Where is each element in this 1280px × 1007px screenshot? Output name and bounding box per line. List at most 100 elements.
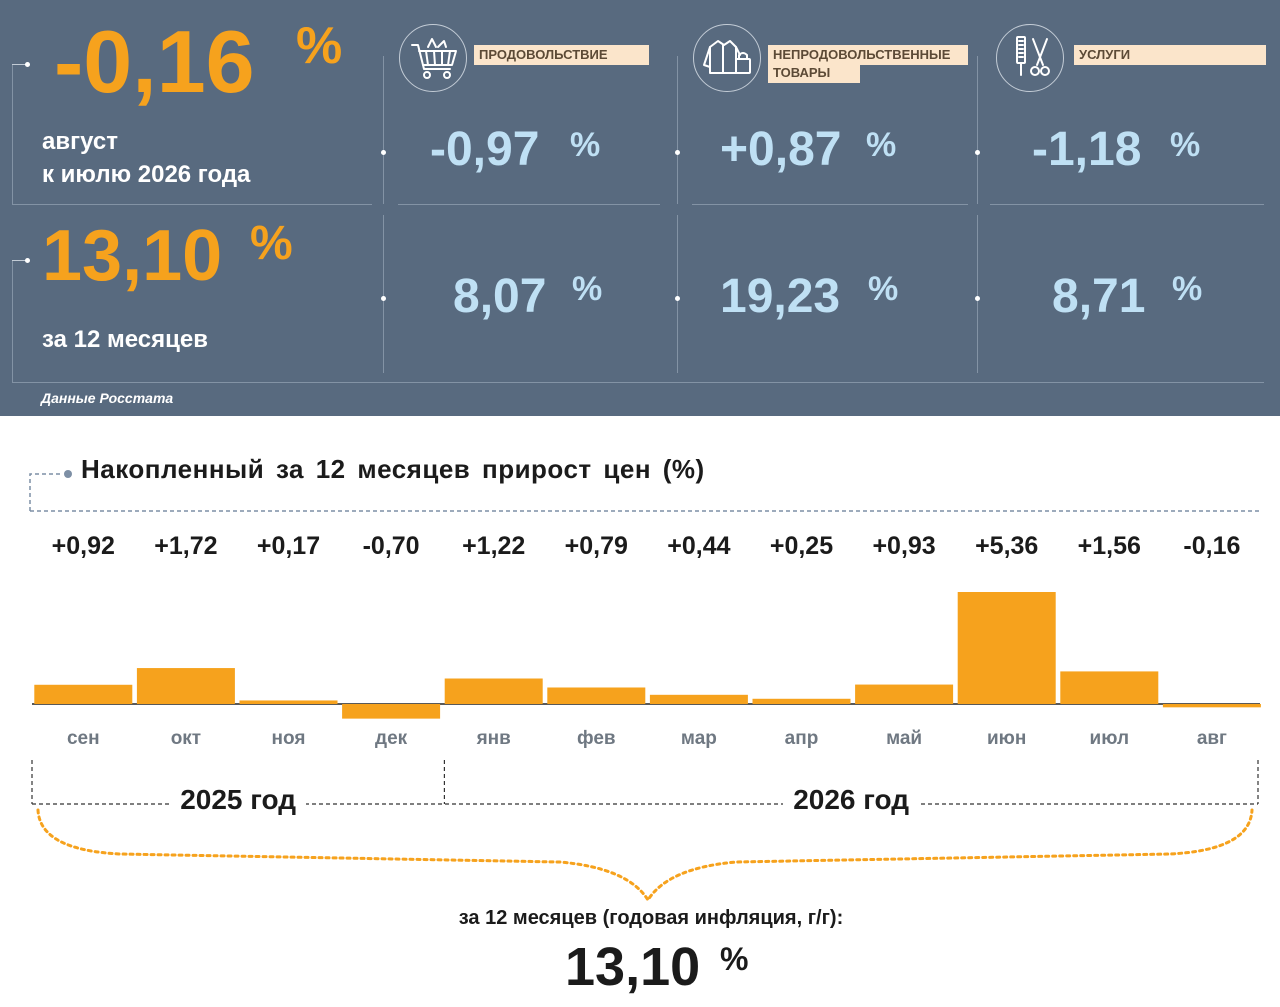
value-label-авг: -0,16: [1183, 532, 1240, 560]
bullet-dot: [381, 296, 386, 301]
category-label-line: ТОВАРЫ: [773, 65, 831, 80]
bar-мар: [649, 694, 748, 704]
bar-дек: [342, 704, 441, 719]
month-label-дек: дек: [375, 728, 408, 749]
annual-inflation-unit: %: [250, 217, 293, 270]
monthly-price-growth-chart: +0,92 +1,72 +0,17 -0,70 +1,22 +0,79 +0,44 +0,25…: [29, 470, 1262, 903]
bullet-dot: [975, 296, 980, 301]
column-separator: [677, 215, 678, 373]
bar-июл: [1060, 671, 1159, 704]
annual-brace: [36, 808, 1254, 903]
value-label-фев: +0,79: [565, 532, 628, 560]
shopping-cart-icon: [399, 24, 467, 92]
divider: [12, 204, 372, 205]
value-label-мар: +0,44: [667, 532, 730, 560]
bracket-tick: [12, 260, 26, 261]
services-annual-unit: %: [1172, 270, 1203, 308]
monthly-inflation-value: -0,16: [54, 12, 255, 111]
month-label-янв: янв: [476, 728, 511, 749]
year-label-2025: 2025 год: [170, 783, 307, 817]
monthly-caption-line1: август: [42, 128, 118, 155]
category-label-non-food-line2: ТОВАРЫ: [768, 63, 860, 83]
annual-inflation-caption: за 12 месяцев (годовая инфляция, г/г):: [458, 907, 844, 929]
column-separator: [977, 215, 978, 373]
value-labels-group: +0,92 +1,72 +0,17 -0,70 +1,22 +0,79 +0,44 +0,25…: [52, 532, 1241, 560]
month-label-ноя: ноя: [272, 728, 306, 749]
month-label-фев: фев: [577, 728, 616, 749]
title-bullet: [64, 470, 72, 478]
food-annual-unit: %: [572, 270, 603, 308]
bar-сен: [34, 684, 133, 704]
bar-апр: [752, 698, 851, 704]
month-label-авг: авг: [1197, 728, 1227, 749]
food-annual-value: 8,07: [453, 270, 547, 323]
value-label-ноя: +0,17: [257, 532, 320, 560]
bar-окт: [136, 668, 235, 704]
bar-фев: [547, 687, 646, 704]
month-label-июн: июн: [987, 728, 1026, 749]
month-label-мар: мар: [681, 728, 717, 749]
value-label-сен: +0,92: [52, 532, 115, 560]
divider: [990, 204, 1264, 205]
category-label-line: УСЛУГИ: [1079, 47, 1131, 62]
bracket-tick: [12, 64, 26, 65]
bullet-dot: [675, 296, 680, 301]
nonfood-annual-value: 19,23: [720, 270, 841, 323]
column-separator: [977, 56, 978, 204]
services-annual-value: 8,71: [1052, 270, 1146, 323]
food-monthly-unit: %: [570, 126, 601, 164]
bullet-dot: [675, 150, 680, 155]
category-label-non-food: НЕПРОДОВОЛЬСТВЕННЫЕ: [768, 45, 968, 65]
bullet-dot: [25, 258, 30, 263]
bar-июн: [957, 592, 1056, 704]
source-note: Данные Росстата: [41, 390, 174, 406]
monthly-inflation-unit: %: [296, 17, 343, 75]
category-label-line: ПРОДОВОЛЬСТВИЕ: [479, 47, 608, 62]
value-label-июл: +1,56: [1078, 532, 1141, 560]
bar-авг: [1162, 704, 1261, 708]
divider: [12, 382, 1264, 383]
month-label-июл: июл: [1090, 728, 1130, 749]
month-label-апр: апр: [785, 728, 819, 749]
summary-panel: -0,16 % август к июлю 2026 года 13,10 % …: [0, 0, 1280, 416]
value-label-дек: -0,70: [363, 532, 420, 560]
value-label-май: +0,93: [872, 532, 935, 560]
divider: [692, 204, 968, 205]
bar-ноя: [239, 700, 338, 704]
month-labels-group: сен окт ноя дек янв фев мар апр май июн июл авг: [67, 728, 1227, 749]
divider: [398, 204, 660, 205]
monthly-caption-line2: к июлю 2026 года: [42, 161, 251, 188]
services-monthly-value: -1,18: [1032, 123, 1142, 176]
nonfood-annual-unit: %: [868, 270, 899, 308]
value-label-янв: +1,22: [462, 532, 525, 560]
annual-inflation-value: 13,10: [42, 216, 223, 296]
bracket-line: [12, 260, 13, 382]
bar-май: [855, 684, 954, 704]
value-label-июн: +5,36: [975, 532, 1038, 560]
scissors-icon: [996, 24, 1064, 92]
month-label-окт: окт: [171, 728, 201, 749]
value-label-окт: +1,72: [154, 532, 217, 560]
column-separator: [677, 56, 678, 204]
column-separator: [383, 215, 384, 373]
bars-group: [34, 592, 1261, 719]
value-label-апр: +0,25: [770, 532, 833, 560]
food-monthly-value: -0,97: [430, 123, 540, 176]
services-monthly-unit: %: [1170, 126, 1201, 164]
column-separator: [383, 56, 384, 204]
title-bracket: [29, 473, 60, 511]
bullet-dot: [381, 150, 386, 155]
annual-inflation-total: 13,10: [565, 937, 701, 997]
bracket-line: [12, 64, 13, 204]
bullet-dot: [975, 150, 980, 155]
annual-inflation-total-unit: %: [720, 941, 749, 977]
month-label-сен: сен: [67, 728, 100, 749]
nonfood-monthly-value: +0,87: [720, 123, 842, 176]
chart-title: Накопленный за 12 месяцев прирост цен (%…: [81, 454, 705, 484]
category-label-services: УСЛУГИ: [1074, 45, 1266, 65]
year-label-2026: 2026 год: [783, 783, 920, 817]
bar-янв: [444, 678, 543, 704]
month-label-май: май: [886, 728, 922, 749]
bullet-dot: [25, 62, 30, 67]
annual-caption: за 12 месяцев: [42, 326, 208, 353]
